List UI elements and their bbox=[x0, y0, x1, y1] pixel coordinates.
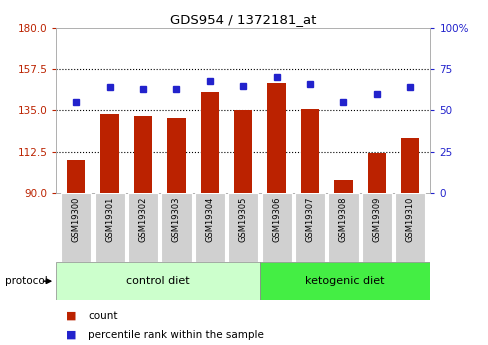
Bar bbox=[261, 193, 291, 262]
Bar bbox=[367, 153, 385, 193]
Text: GSM19304: GSM19304 bbox=[205, 197, 214, 242]
Text: percentile rank within the sample: percentile rank within the sample bbox=[88, 330, 264, 339]
Bar bbox=[56, 262, 260, 300]
Bar bbox=[101, 114, 119, 193]
Text: GSM19301: GSM19301 bbox=[105, 197, 114, 242]
Bar bbox=[394, 193, 425, 262]
Text: GSM19309: GSM19309 bbox=[372, 197, 381, 242]
Bar bbox=[134, 116, 152, 193]
Text: control diet: control diet bbox=[126, 276, 189, 286]
Bar bbox=[200, 92, 219, 193]
Text: ■: ■ bbox=[66, 330, 76, 339]
Bar bbox=[260, 262, 429, 300]
Text: ketogenic diet: ketogenic diet bbox=[305, 276, 384, 286]
Text: protocol: protocol bbox=[5, 276, 47, 286]
Text: GSM19302: GSM19302 bbox=[138, 197, 147, 242]
Bar bbox=[234, 110, 252, 193]
Bar bbox=[294, 193, 325, 262]
Text: GSM19305: GSM19305 bbox=[238, 197, 247, 242]
Bar bbox=[128, 193, 158, 262]
Bar bbox=[161, 193, 191, 262]
Bar bbox=[67, 160, 85, 193]
Bar bbox=[400, 138, 419, 193]
Bar bbox=[361, 193, 391, 262]
Bar bbox=[300, 109, 319, 193]
Bar bbox=[194, 193, 224, 262]
Text: GSM19308: GSM19308 bbox=[338, 197, 347, 242]
Bar bbox=[95, 193, 124, 262]
Text: GSM19307: GSM19307 bbox=[305, 197, 314, 242]
Text: GSM19300: GSM19300 bbox=[72, 197, 81, 242]
Bar bbox=[228, 193, 258, 262]
Title: GDS954 / 1372181_at: GDS954 / 1372181_at bbox=[170, 13, 316, 27]
Text: GSM19310: GSM19310 bbox=[405, 197, 414, 242]
Bar bbox=[61, 193, 91, 262]
Text: GSM19303: GSM19303 bbox=[172, 197, 181, 242]
Bar bbox=[267, 83, 285, 193]
Bar bbox=[167, 118, 185, 193]
Text: ■: ■ bbox=[66, 311, 76, 321]
Bar bbox=[334, 180, 352, 193]
Bar bbox=[328, 193, 358, 262]
Text: count: count bbox=[88, 311, 117, 321]
Text: GSM19306: GSM19306 bbox=[272, 197, 281, 242]
